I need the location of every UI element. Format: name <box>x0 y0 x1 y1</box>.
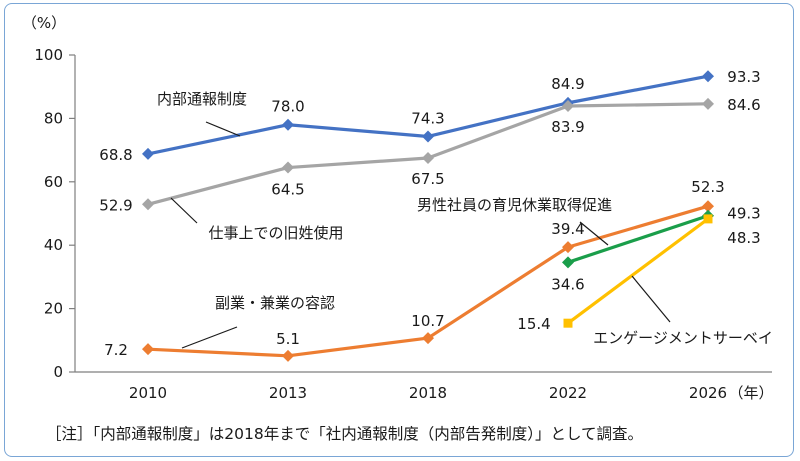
data-label-4-3: 15.4 <box>517 315 550 333</box>
series-line-4 <box>567 217 709 325</box>
data-point-1-3 <box>562 100 574 113</box>
series-name-4: エンゲージメントサーベイ <box>593 329 773 347</box>
data-label-1-4: 84.6 <box>727 96 760 114</box>
data-label-2-3: 39.4 <box>551 220 584 238</box>
data-point-2-4 <box>702 200 714 213</box>
y-tick-label-80: 80 <box>44 109 63 127</box>
series-name-0: 内部通報制度 <box>157 90 247 108</box>
data-label-2-0: 7.2 <box>104 341 128 359</box>
data-point-2-0 <box>142 343 154 356</box>
data-point-1-1 <box>282 161 294 174</box>
data-point-3-3 <box>562 256 574 269</box>
data-point-0-2 <box>422 130 434 143</box>
y-axis-unit: （%） <box>22 14 66 32</box>
y-tick-label-100: 100 <box>34 46 63 64</box>
data-point-2-2 <box>422 332 434 345</box>
data-label-2-2: 10.7 <box>411 312 444 330</box>
data-label-0-0: 68.8 <box>99 146 132 164</box>
series-callout-0 <box>205 121 241 137</box>
series-callout-4 <box>631 275 671 323</box>
data-point-4-4 <box>703 214 713 224</box>
data-label-0-3: 84.9 <box>551 75 584 93</box>
x-tick-label-2022: 2022 <box>549 384 587 402</box>
footnote: ［注］「内部通報制度」は2018年まで「社内通報制度（内部告発制度）」として調査… <box>46 425 643 443</box>
data-point-0-4 <box>702 70 714 83</box>
series-name-2: 副業・兼業の容認 <box>215 294 335 312</box>
y-tick-label-0: 0 <box>53 363 63 381</box>
y-tick-label-20: 20 <box>44 300 63 318</box>
series-callout-3 <box>579 221 609 246</box>
series-callout-1 <box>170 197 198 224</box>
x-tick-label-2026: 2026 <box>689 384 727 402</box>
data-label-3-3: 34.6 <box>551 275 584 293</box>
y-tick-label-40: 40 <box>44 236 63 254</box>
x-tick-label-2010: 2010 <box>129 384 167 402</box>
data-label-4-4: 48.3 <box>727 229 760 247</box>
data-label-0-1: 78.0 <box>271 98 304 116</box>
series-callout-2 <box>181 326 238 349</box>
data-label-2-4: 52.3 <box>691 178 724 196</box>
data-label-1-0: 52.9 <box>99 196 132 214</box>
data-point-0-1 <box>282 118 294 131</box>
y-tick-label-60: 60 <box>44 173 63 191</box>
series-name-1: 仕事上での旧姓使用 <box>208 224 343 242</box>
data-point-2-1 <box>282 349 294 362</box>
data-point-2-3 <box>562 241 574 254</box>
data-label-2-1: 5.1 <box>276 330 300 348</box>
data-point-4-3 <box>563 318 573 328</box>
series-line-3 <box>567 214 709 264</box>
data-point-1-0 <box>142 198 154 211</box>
series-name-3: 男性社員の育児休業取得促進 <box>417 196 612 214</box>
data-label-1-3: 83.9 <box>551 118 584 136</box>
data-label-1-2: 67.5 <box>411 170 444 188</box>
x-tick-label-2013: 2013 <box>269 384 307 402</box>
data-point-1-2 <box>422 152 434 165</box>
data-label-1-1: 64.5 <box>271 181 304 199</box>
data-point-0-0 <box>142 147 154 160</box>
x-tick-label-2018: 2018 <box>409 384 447 402</box>
data-label-0-4: 93.3 <box>727 68 760 86</box>
data-point-1-4 <box>702 97 714 110</box>
x-axis-unit: （年） <box>728 384 773 402</box>
data-label-0-2: 74.3 <box>411 109 444 127</box>
data-label-3-4: 49.3 <box>727 205 760 223</box>
